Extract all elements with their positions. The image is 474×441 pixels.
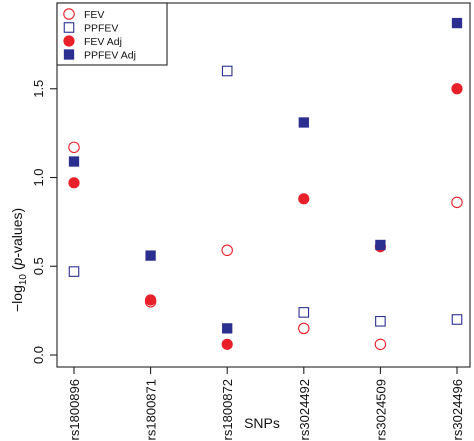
fev-adj-point	[221, 338, 233, 350]
legend-marker-fev	[63, 8, 75, 20]
legend-label-fev-adj: FEV Adj	[84, 36, 122, 48]
ppfev-point	[298, 307, 310, 318]
ppfev-point	[221, 65, 233, 77]
x-tick-label: rs1800872	[220, 379, 235, 440]
x-tick-label: rs3024509	[373, 379, 388, 440]
fev-adj-point	[68, 177, 80, 189]
x-tick-label: rs1800871	[144, 379, 159, 440]
x-axis: rs1800896 rs1800871 rs1800872 rs3024492 rs30…	[67, 367, 465, 440]
data-points	[68, 10, 463, 351]
y-tick-label: 1.5	[31, 80, 46, 98]
legend-label-ppfev: PPFEV	[84, 23, 118, 35]
fev-adj-point	[145, 294, 157, 306]
ppfev-adj-point	[451, 17, 463, 29]
y-tick-label: 0.0	[31, 346, 46, 364]
plot-area	[56, 2, 471, 368]
legend-marker-fev-adj	[63, 35, 75, 47]
y-axis-title: −log10 (p-values)	[9, 208, 29, 312]
y-tick-label: 0.5	[31, 257, 46, 275]
ppfev-adj-point	[222, 323, 233, 334]
ppfev-adj-point	[145, 250, 156, 261]
y-axis-title-rest: -values)	[9, 208, 25, 258]
fev-point	[221, 244, 233, 257]
y-axis-title-open: (	[9, 265, 25, 274]
y-axis-title-italic: p	[9, 257, 25, 266]
ppfev-point	[451, 314, 463, 325]
ppfev-adj-point	[298, 117, 309, 128]
legend-label-ppfev-adj: PPFEV Adj	[84, 50, 136, 62]
fev-adj-point	[451, 83, 463, 95]
fev-point	[68, 141, 80, 154]
legend-marker-ppfev-adj	[63, 49, 75, 60]
legend-marker-ppfev	[63, 22, 75, 33]
fev-point	[451, 196, 463, 209]
y-axis-title-prefix: −log	[9, 285, 25, 312]
ppfev-point	[375, 315, 386, 327]
x-axis-title: SNPs	[244, 415, 280, 431]
legend-box	[56, 2, 168, 66]
legend-label-fev: FEV	[84, 9, 104, 21]
x-tick-label: rs3024496	[450, 379, 465, 440]
ppfev-adj-point	[68, 156, 80, 167]
x-tick-label: rs1800896	[67, 379, 82, 440]
ppfev-adj-point	[375, 239, 386, 251]
fev-adj-point	[298, 193, 310, 205]
fev-point	[374, 338, 387, 351]
fev-point	[298, 322, 310, 335]
x-tick-label: rs3024492	[297, 379, 312, 440]
y-tick-label: 1.0	[31, 168, 46, 186]
ppfev-point	[68, 266, 80, 277]
y-axis-title-subscript: 10	[18, 274, 29, 286]
y-axis: 0.0 0.5 1.0 1.5	[31, 80, 57, 364]
